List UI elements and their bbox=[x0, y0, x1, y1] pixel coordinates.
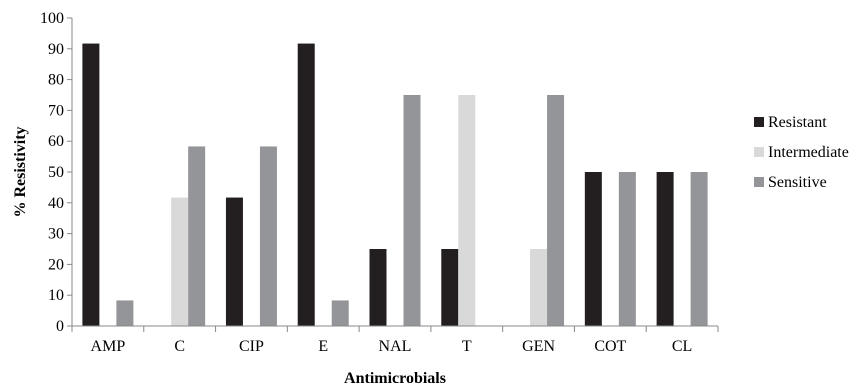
legend-swatch-intermediate bbox=[754, 147, 764, 157]
x-tick-label: CL bbox=[672, 338, 692, 355]
x-tick-label: E bbox=[318, 338, 328, 355]
legend-label-resistant: Resistant bbox=[768, 114, 827, 131]
y-tick-label: 30 bbox=[48, 226, 64, 243]
bar-resistant-cot bbox=[584, 172, 602, 326]
x-tick-label: C bbox=[174, 338, 185, 355]
legend-swatch-sensitive bbox=[754, 177, 764, 187]
y-tick-label: 10 bbox=[48, 287, 64, 304]
legend-swatch-resistant bbox=[754, 117, 764, 127]
bar-sensitive-amp bbox=[116, 300, 134, 326]
y-tick-label: 0 bbox=[56, 318, 64, 335]
bar-series bbox=[82, 43, 708, 327]
bar-sensitive-cl bbox=[690, 172, 708, 326]
bar-sensitive-gen bbox=[547, 95, 565, 326]
y-tick-label: 40 bbox=[48, 195, 64, 212]
bar-intermediate-c bbox=[171, 197, 189, 326]
y-tick-label: 100 bbox=[40, 10, 64, 27]
y-tick-label: 80 bbox=[48, 72, 64, 89]
x-tick-label: CIP bbox=[239, 338, 264, 355]
x-tick-label: GEN bbox=[522, 338, 555, 355]
legend-label-sensitive: Sensitive bbox=[768, 174, 827, 191]
bar-resistant-e bbox=[297, 43, 315, 327]
y-tick-label: 20 bbox=[48, 256, 64, 273]
x-tick-label: T bbox=[462, 338, 472, 355]
bar-resistant-t bbox=[441, 249, 459, 326]
bar-sensitive-nal bbox=[403, 95, 421, 326]
x-axis-title: Antimicrobials bbox=[344, 370, 446, 387]
legend: Resistant Intermediate Sensitive bbox=[754, 114, 849, 191]
bar-sensitive-e bbox=[331, 300, 349, 326]
y-tick-label: 50 bbox=[48, 164, 64, 181]
bar-sensitive-cot bbox=[618, 172, 636, 326]
y-axis-title: % Resistivity bbox=[12, 126, 29, 217]
x-axis-ticks: AMP C CIP E NAL T GEN COT CL bbox=[71, 326, 719, 355]
y-tick-label: 70 bbox=[48, 102, 64, 119]
bar-resistant-cl bbox=[656, 172, 674, 326]
y-tick-label: 90 bbox=[48, 41, 64, 58]
bar-intermediate-t bbox=[458, 95, 476, 326]
x-tick-label: NAL bbox=[379, 338, 412, 355]
bar-intermediate-gen bbox=[530, 249, 548, 326]
bar-resistant-amp bbox=[82, 43, 100, 327]
y-tick-label: 60 bbox=[48, 133, 64, 150]
bar-sensitive-c bbox=[188, 146, 206, 326]
legend-label-intermediate: Intermediate bbox=[768, 144, 849, 161]
bar-resistant-cip bbox=[225, 197, 243, 326]
x-tick-label: AMP bbox=[91, 338, 126, 355]
x-tick-label: COT bbox=[594, 338, 626, 355]
bar-sensitive-cip bbox=[259, 146, 277, 326]
bar-resistant-nal bbox=[369, 249, 387, 326]
y-axis-ticks: 0 10 20 30 40 50 60 70 80 90 100 bbox=[40, 10, 72, 335]
